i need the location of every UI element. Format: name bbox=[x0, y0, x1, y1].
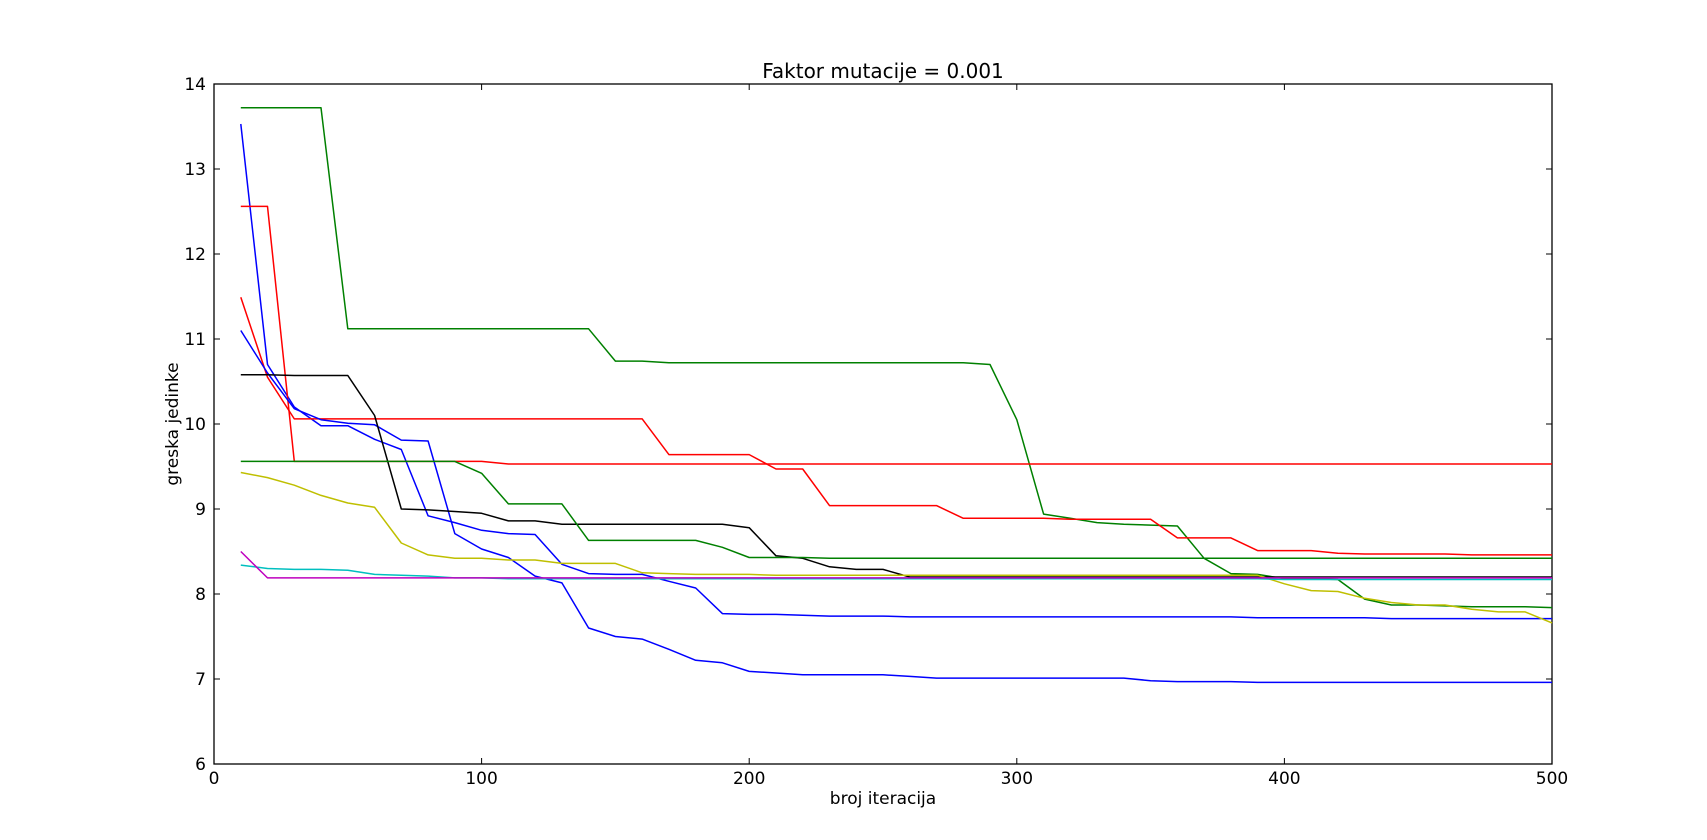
y-axis-label: greska jedinke bbox=[163, 362, 183, 485]
x-tick-label: 500 bbox=[1536, 769, 1568, 789]
ticks-group: 0 100 200 300 400 500 6 7 8 9 10 11 12 13 14 bbox=[184, 75, 1568, 789]
series-line-4 bbox=[240, 297, 1552, 556]
x-tick-label: 100 bbox=[465, 769, 497, 789]
y-tick-label: 13 bbox=[184, 160, 206, 180]
plot-frame bbox=[213, 83, 1553, 765]
series-line-6 bbox=[240, 373, 1552, 578]
x-tick-label: 200 bbox=[733, 769, 765, 789]
chart-title: Faktor mutacije = 0.001 bbox=[762, 59, 1004, 83]
series-line-2 bbox=[240, 123, 1552, 620]
y-tick-label: 6 bbox=[195, 755, 206, 775]
y-tick-label: 7 bbox=[195, 670, 206, 690]
y-tick-label: 10 bbox=[184, 415, 206, 435]
series-line-10 bbox=[240, 550, 1552, 579]
series-line-7 bbox=[240, 460, 1552, 560]
y-tick-label: 14 bbox=[184, 75, 206, 95]
x-tick-label: 300 bbox=[1001, 769, 1033, 789]
series-group bbox=[240, 107, 1553, 684]
series-line-5 bbox=[240, 330, 1552, 684]
y-tick-label: 8 bbox=[195, 585, 206, 605]
plot-area: 0 100 200 300 400 500 6 7 8 9 10 11 12 13 14 bbox=[184, 75, 1568, 789]
series-line-3 bbox=[240, 205, 1552, 465]
series-line-8 bbox=[240, 471, 1553, 624]
y-tick-label: 12 bbox=[184, 245, 206, 265]
y-tick-label: 11 bbox=[184, 330, 206, 350]
x-axis-label: broj iteracija bbox=[830, 789, 936, 809]
x-tick-label: 400 bbox=[1268, 769, 1300, 789]
y-tick-label: 9 bbox=[195, 500, 206, 520]
x-tick-label: 0 bbox=[209, 769, 220, 789]
